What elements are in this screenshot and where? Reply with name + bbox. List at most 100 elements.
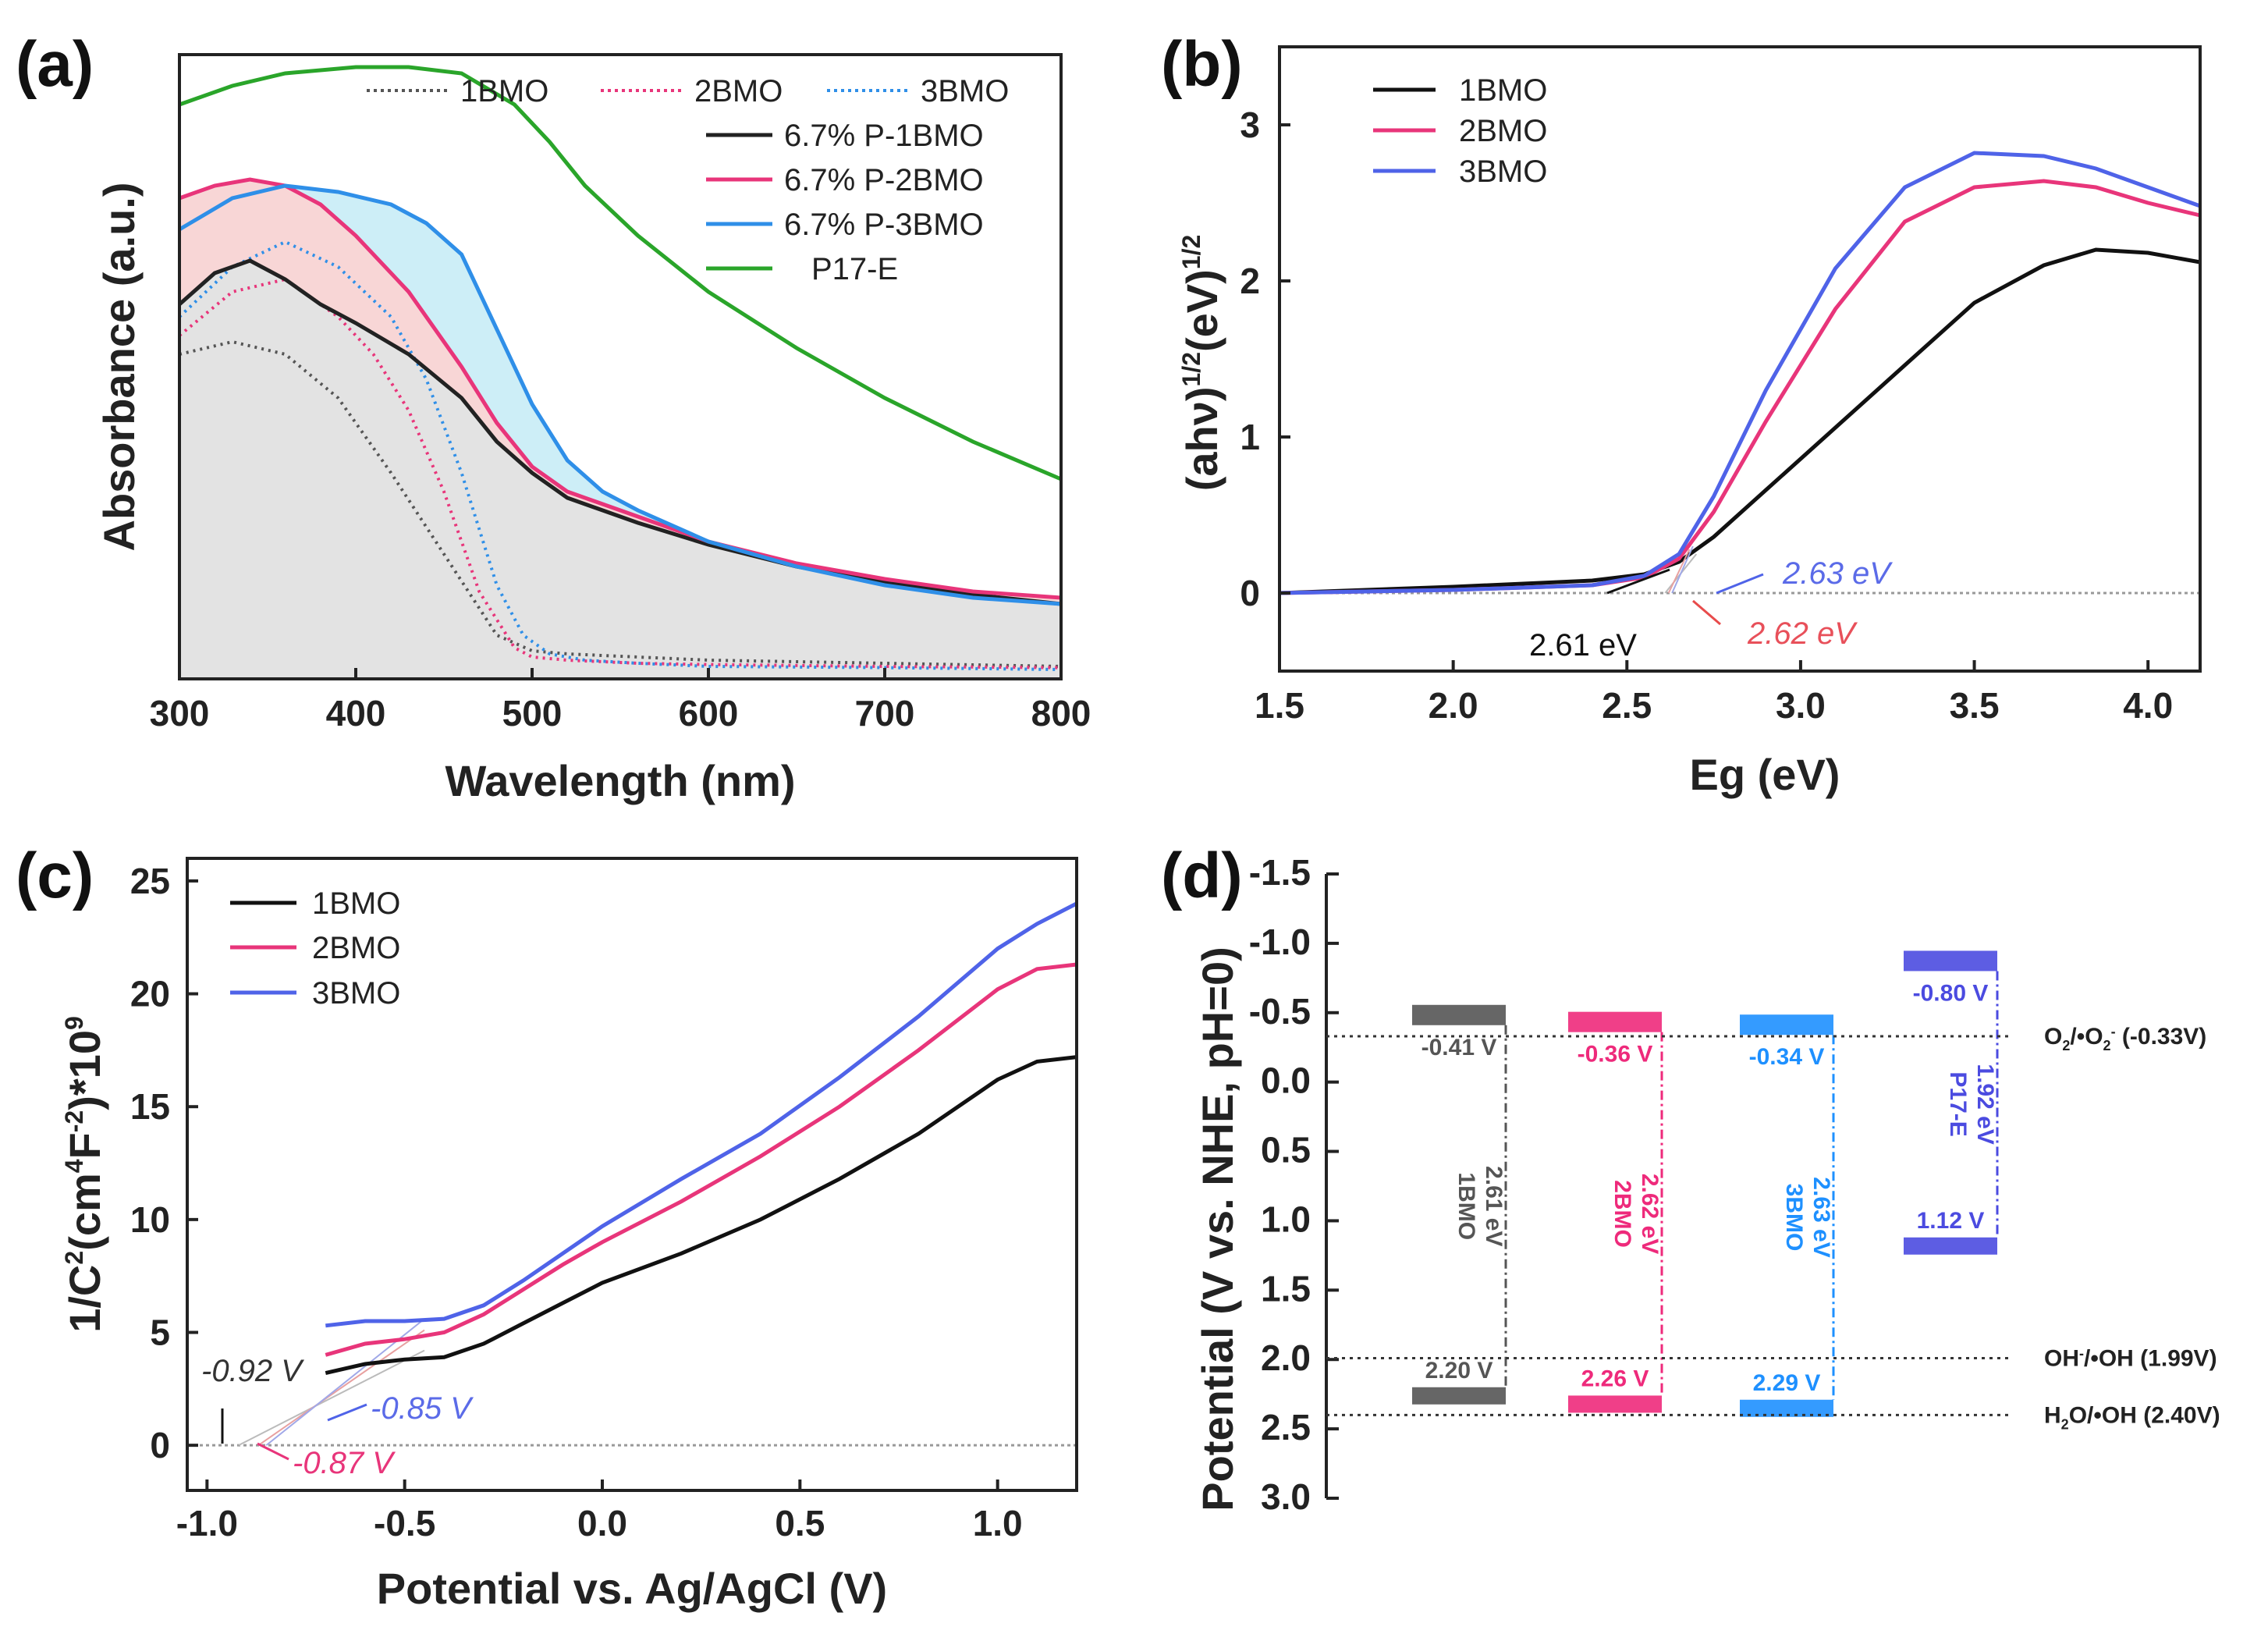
panel-c-label: (c) <box>16 840 94 911</box>
vb-bar-3bmo <box>1740 1399 1833 1417</box>
panel-b-ylabel-mid: (eV) <box>1177 269 1226 352</box>
panel-a-frame <box>178 53 1063 680</box>
b-arrow-262 <box>1692 599 1721 626</box>
band-name-2bmo: 2BMO <box>1610 1180 1635 1248</box>
panel-a: (a) 300 400 500 600 700 800 Wavelength (nm) A… <box>16 29 1091 805</box>
b-xtick-label-3.0: 3.0 <box>1776 685 1826 726</box>
a-xtick-label-300: 300 <box>150 693 210 734</box>
legend-1bmo: 1BMO <box>460 74 548 108</box>
c-annot-092: -0.92 V <box>201 1354 304 1388</box>
c-xtick-label-0.0: 0.0 <box>577 1503 627 1543</box>
c-ytick-label-0: 0 <box>150 1425 170 1465</box>
c-arrow-087 <box>257 1442 289 1461</box>
panel-c-ylabel: 1/C2(cm4F-2)*109 <box>60 1016 109 1333</box>
panel-c-ylabel-sup-c: -2 <box>60 1110 88 1132</box>
panel-a-xlabel: Wavelength (nm) <box>445 756 795 805</box>
panel-d: (d) -1.5 -1.0 -0.5 0.0 0.5 1.0 1.5 2.0 2.5 3.0 -0… <box>1161 840 2220 1517</box>
b-ytick-label-3: 3 <box>1240 105 1260 145</box>
legend-p17e: P17-E <box>811 252 898 286</box>
ref-label-0-sub: 2 <box>2062 1038 2070 1053</box>
c-ytick-label-25: 25 <box>130 861 170 901</box>
d-ytick-label-2.5: 2.5 <box>1261 1407 1311 1448</box>
panel-b-label: (b) <box>1161 29 1243 100</box>
vb-label-3bmo: 2.29 V <box>1753 1370 1821 1396</box>
series-b-2bmo <box>1279 179 2201 595</box>
cb-label-p17-e: -0.80 V <box>1913 980 1989 1006</box>
panel-c-annotations: -0.92 V -0.85 V -0.87 V <box>201 1354 474 1480</box>
c-ytick-label-5: 5 <box>150 1313 170 1353</box>
band-gap-3bmo: 2.63 eV <box>1808 1177 1834 1257</box>
panel-c-ylabel-b: (cm <box>60 1173 109 1251</box>
d-ytick-label-2.0: 2.0 <box>1261 1337 1311 1378</box>
b-tangent-2 <box>1667 549 1691 594</box>
b-ytick-label-2: 2 <box>1240 261 1260 301</box>
panel-b-ylabel: (ahν)1/2(eV)1/2 <box>1177 235 1226 492</box>
b-arrow-263 <box>1716 573 1764 595</box>
legend-p3bmo: 6.7% P-3BMO <box>784 208 984 242</box>
panel-c-xlabel: Potential vs. Ag/AgCl (V) <box>377 1564 887 1613</box>
band-name-p17-e: P17-E <box>1945 1071 1971 1136</box>
d-ytick-label--0.5: -0.5 <box>1249 991 1311 1032</box>
cb-label-3bmo: -0.34 V <box>1749 1044 1825 1070</box>
legend-c-2bmo: 2BMO <box>312 931 400 965</box>
series-a-p17-e <box>179 65 1062 481</box>
b-ytick-label-1: 1 <box>1240 417 1260 457</box>
band-gap-p17-e: 1.92 eV <box>1972 1064 1998 1144</box>
a-xtick-label-500: 500 <box>502 693 563 734</box>
panel-c-ylabel-sup-a: 2 <box>60 1251 88 1265</box>
panel-b-ylabel-sup1: 1/2 <box>1177 352 1205 386</box>
vb-label-2bmo: 2.26 V <box>1581 1366 1649 1391</box>
b-xtick-label-2.0: 2.0 <box>1429 685 1478 726</box>
fill-p2bmo-band <box>179 179 1061 604</box>
legend-3bmo: 3BMO <box>921 74 1009 108</box>
d-ytick-label--1.0: -1.0 <box>1249 922 1311 962</box>
d-ytick-label-0.0: 0.0 <box>1261 1060 1311 1101</box>
vb-bar-p17-e <box>1904 1237 1997 1255</box>
panel-c: (c) -1.0 -0.5 0.0 0.5 1.0 0 5 10 15 20 25 Potentia… <box>16 840 1078 1613</box>
c-xtick-label-0.5: 0.5 <box>775 1503 825 1543</box>
panel-c-ylabel-sup-d: 9 <box>60 1016 88 1030</box>
panel-c-ylabel-c: F <box>60 1132 109 1159</box>
series-b-3bmo <box>1279 151 2201 595</box>
legend-b-2bmo: 2BMO <box>1459 114 1547 148</box>
series-c-2bmo <box>325 962 1077 1357</box>
panel-c-frame <box>186 857 1078 1492</box>
series-c-3bmo <box>325 901 1078 1328</box>
a-xtick-label-400: 400 <box>326 693 386 734</box>
c-ytick-label-20: 20 <box>130 974 170 1014</box>
fill-under-p1bmo <box>179 261 1061 679</box>
b-xtick-label-1.5: 1.5 <box>1255 685 1304 726</box>
panel-c-legend: 1BMO 2BMO 3BMO <box>230 886 400 1011</box>
d-ytick-label-0.5: 0.5 <box>1261 1130 1311 1170</box>
b-ytick-label-0: 0 <box>1240 573 1260 613</box>
ref-label-2-sub: 2 <box>2061 1416 2069 1432</box>
b-annot-261: 2.61 eV <box>1529 628 1637 662</box>
c-tangent-1 <box>238 1349 425 1447</box>
panel-a-label: (a) <box>16 29 94 100</box>
c-ytick-label-15: 15 <box>130 1086 170 1127</box>
legend-b-3bmo: 3BMO <box>1459 155 1547 189</box>
panel-a-legend: 1BMO 2BMO 3BMO 6.7% P-1BMO 6.7% P-2BMO 6… <box>367 74 1009 286</box>
legend-b-1bmo: 1BMO <box>1459 73 1547 108</box>
cb-label-1bmo: -0.41 V <box>1421 1035 1497 1060</box>
b-arrow-261 <box>1606 568 1670 595</box>
panel-b: (b) 1.5 2.0 2.5 3.0 3.5 4.0 0 1 2 3 Eg (eV) (ahν)… <box>1161 29 2202 799</box>
cb-label-2bmo: -0.36 V <box>1578 1042 1653 1067</box>
b-xtick-label-3.5: 3.5 <box>1950 685 2000 726</box>
d-ytick-label-1.0: 1.0 <box>1261 1199 1311 1239</box>
panel-a-ylabel: Absorbance (a.u.) <box>94 183 144 552</box>
ref-label-0-sup: - <box>2111 1024 2116 1039</box>
vb-bar-1bmo <box>1412 1387 1506 1405</box>
series-b-1bmo <box>1279 247 2201 595</box>
ref-label-1-value: (1.99V) <box>2134 1345 2217 1371</box>
series-a-2bmo <box>178 277 1062 670</box>
ref-label-0: O2/•O2- (-0.33V) <box>2044 1024 2206 1053</box>
c-ytick-label-10: 10 <box>130 1199 170 1240</box>
panel-b-ylabel-main: (ahν) <box>1177 386 1226 491</box>
panel-b-frame <box>1278 45 2202 673</box>
vb-label-p17-e: 1.12 V <box>1917 1208 1985 1234</box>
d-ytick-label-1.5: 1.5 <box>1261 1268 1311 1309</box>
ref-label-2: H2O/•OH (2.40V) <box>2044 1402 2220 1432</box>
c-tangent-2 <box>257 1329 425 1446</box>
